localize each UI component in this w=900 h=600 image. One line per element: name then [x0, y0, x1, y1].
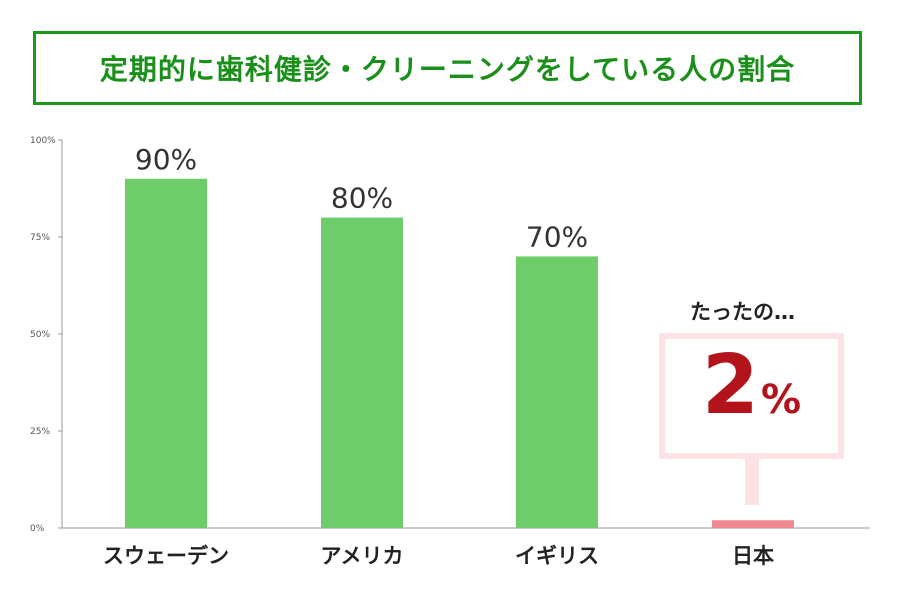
bar — [516, 256, 598, 528]
title-box: 定期的に歯科健診・クリーニングをしている人の割合 — [33, 31, 862, 105]
callout-value: 2 — [701, 338, 759, 433]
bar — [321, 217, 403, 528]
callout-lead-text: たったの… — [690, 300, 795, 324]
bar-value-label: 90% — [135, 143, 197, 176]
bar-value-label: 80% — [331, 182, 393, 215]
category-label: 日本 — [732, 544, 774, 568]
bar-value-label: 70% — [526, 220, 588, 253]
category-label: スウェーデン — [103, 544, 229, 568]
callout-box: 2 % — [659, 333, 844, 459]
category-label: アメリカ — [321, 544, 404, 568]
y-tick-label: 25% — [30, 427, 50, 437]
y-tick-label: 0% — [30, 524, 45, 534]
callout-pointer — [745, 459, 759, 505]
callout-inner: 2 % — [665, 339, 838, 453]
y-tick-label: 100% — [30, 136, 56, 146]
bar — [712, 520, 794, 528]
category-label: イギリス — [515, 544, 599, 568]
bar — [125, 178, 207, 529]
callout-unit: % — [760, 377, 802, 423]
y-tick-label: 50% — [30, 330, 50, 340]
y-tick-label: 75% — [30, 233, 50, 243]
chart-title: 定期的に歯科健診・クリーニングをしている人の割合 — [99, 53, 796, 86]
